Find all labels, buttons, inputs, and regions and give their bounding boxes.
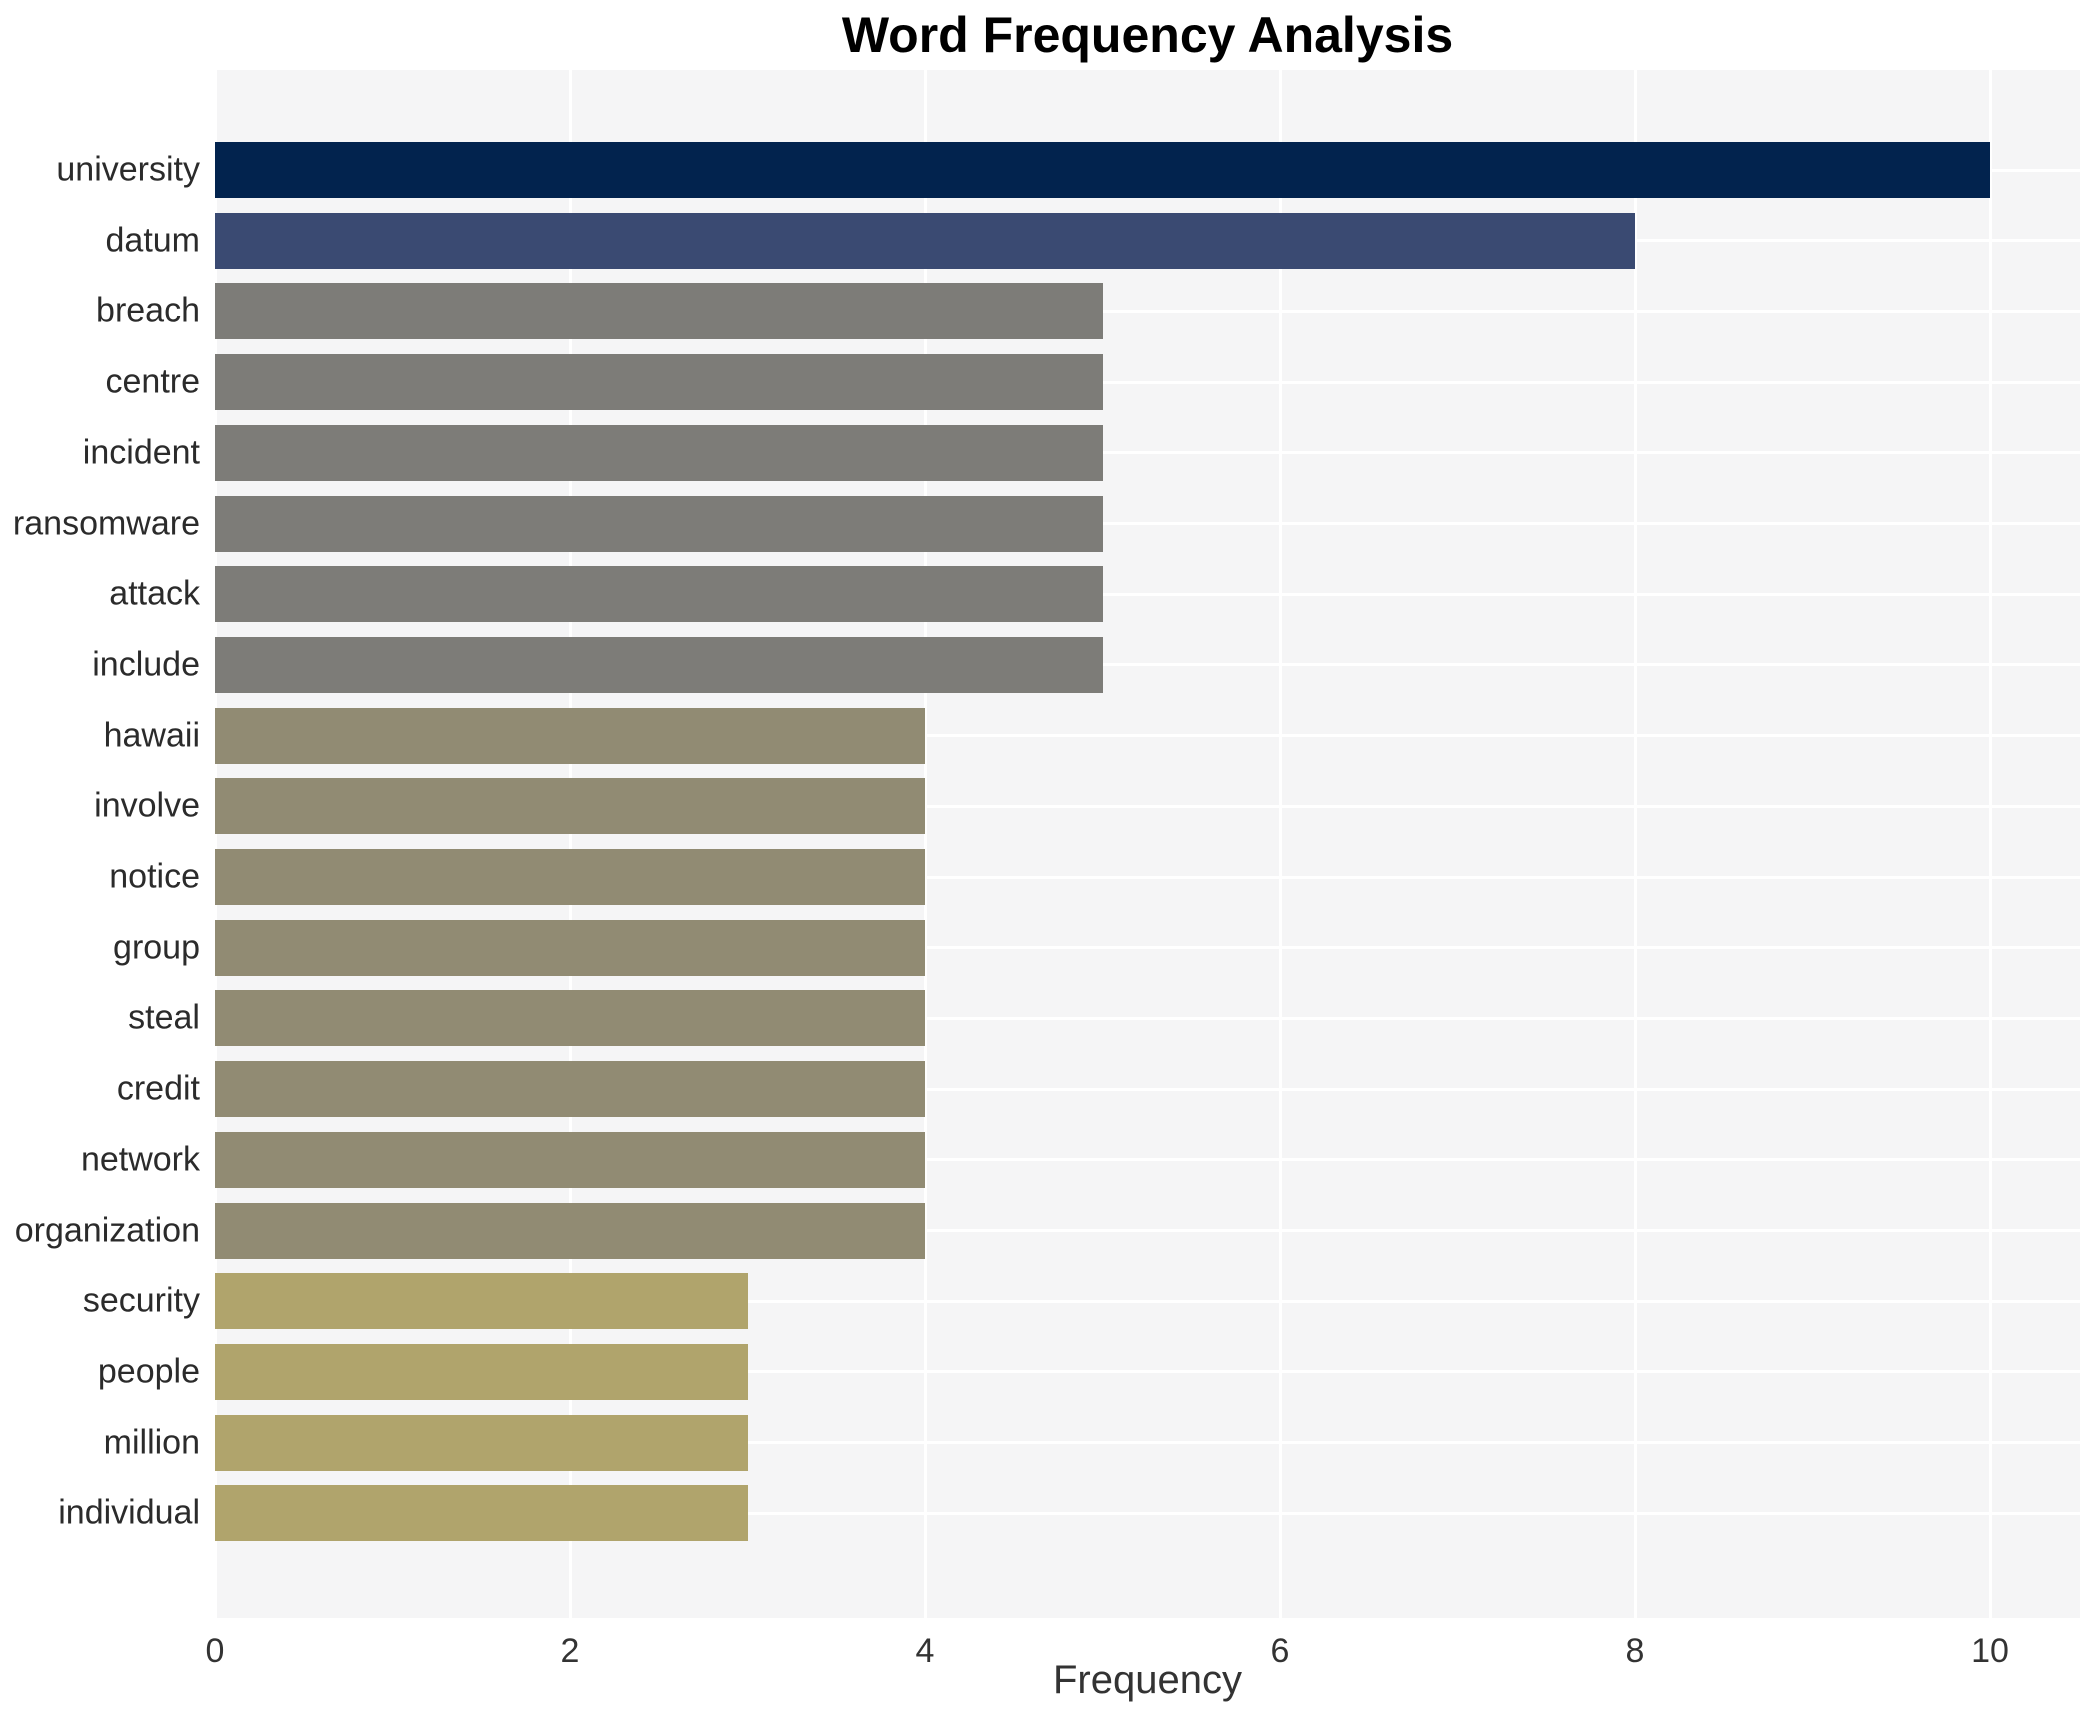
y-tick-label-million: million <box>103 1423 200 1462</box>
gridline-vertical <box>1633 70 1637 1618</box>
bar-incident <box>215 424 1103 481</box>
y-tick-label-breach: breach <box>96 291 200 330</box>
y-tick-label-ransomware: ransomware <box>12 504 200 542</box>
bar-breach <box>215 283 1103 340</box>
bar-university <box>215 142 1990 198</box>
gridline-horizontal <box>215 1229 2080 1232</box>
y-tick-label-individual: individual <box>58 1493 200 1532</box>
bar-centre <box>215 354 1103 411</box>
y-tick-label-notice: notice <box>109 857 200 896</box>
bar-group <box>215 919 925 976</box>
gridline-vertical <box>213 70 217 1618</box>
gridline-horizontal <box>215 1016 2080 1020</box>
gridline-horizontal <box>215 1299 2080 1303</box>
bar-credit <box>215 1061 925 1118</box>
bar-network <box>215 1131 925 1188</box>
plot-area <box>213 70 2080 1618</box>
x-tick-label-10: 10 <box>1971 1632 2009 1670</box>
gridline-horizontal <box>215 875 2080 879</box>
y-tick-label-university: university <box>56 150 200 189</box>
bar-ransomware <box>215 495 1103 552</box>
bar-individual <box>215 1485 748 1542</box>
gridline-vertical <box>568 70 572 1618</box>
y-tick-label-group: group <box>113 928 200 967</box>
y-tick-label-attack: attack <box>109 574 200 613</box>
bar-include <box>215 636 1103 693</box>
gridline-horizontal <box>215 1511 2080 1515</box>
gridline-horizontal <box>215 1441 2080 1445</box>
bar-security <box>215 1273 748 1330</box>
x-tick-label-4: 4 <box>915 1632 935 1670</box>
gridline-horizontal <box>215 804 2080 808</box>
x-tick-label-8: 8 <box>1625 1632 1645 1670</box>
bar-attack <box>215 566 1103 623</box>
gridline-horizontal <box>215 380 2080 384</box>
bar-organization <box>215 1202 925 1259</box>
y-tick-label-include: include <box>92 645 200 684</box>
y-tick-label-security: security <box>82 1281 200 1320</box>
gridline-horizontal <box>215 522 2080 525</box>
gridline-horizontal <box>215 1370 2080 1374</box>
y-tick-label-centre: centre <box>105 362 201 401</box>
bar-steal <box>215 990 925 1047</box>
gridline-horizontal <box>215 946 2080 950</box>
y-tick-label-credit: credit <box>116 1069 200 1108</box>
bar-hawaii <box>215 707 925 764</box>
y-tick-label-datum: datum <box>105 221 201 260</box>
gridline-horizontal <box>215 1087 2080 1091</box>
gridline-horizontal <box>215 734 2080 738</box>
y-tick-label-hawaii: hawaii <box>103 716 200 755</box>
gridline-horizontal <box>215 1158 2080 1162</box>
bar-involve <box>215 778 925 835</box>
y-tick-label-people: people <box>97 1352 200 1391</box>
bar-notice <box>215 849 925 905</box>
x-tick-label-2: 2 <box>560 1632 580 1670</box>
gridline-horizontal <box>215 309 2080 313</box>
x-tick-label-6: 6 <box>1270 1632 1290 1670</box>
bar-people <box>215 1343 748 1400</box>
chart-title: Word Frequency Analysis <box>841 7 1454 63</box>
gridline-horizontal <box>215 592 2080 596</box>
gridline-horizontal <box>215 451 2080 455</box>
gridline-vertical <box>1988 70 1992 1618</box>
y-tick-label-organization: organization <box>14 1211 200 1249</box>
bar-datum <box>215 212 1635 269</box>
gridline-horizontal <box>215 663 2080 667</box>
x-tick-label-0: 0 <box>205 1632 225 1670</box>
gridline-vertical <box>923 70 927 1618</box>
y-tick-label-network: network <box>80 1140 200 1179</box>
bar-million <box>215 1414 748 1471</box>
y-tick-label-incident: incident <box>82 433 200 472</box>
y-tick-label-steal: steal <box>128 998 200 1037</box>
x-axis-label: Frequency <box>1053 1658 1242 1702</box>
y-tick-label-involve: involve <box>94 786 200 825</box>
gridline-vertical <box>1278 70 1282 1618</box>
